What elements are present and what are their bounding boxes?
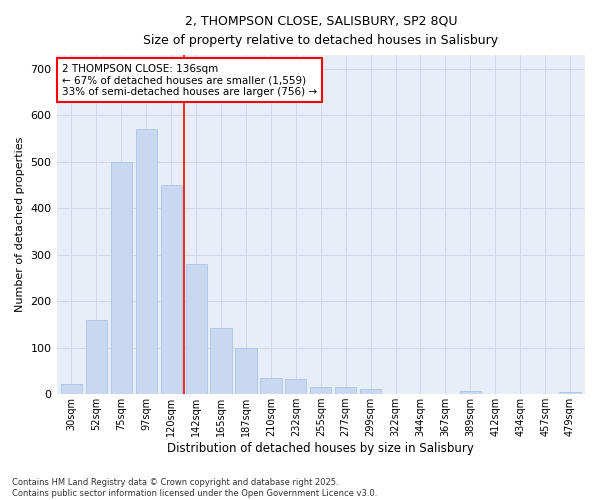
Bar xyxy=(559,392,581,394)
Text: 2 THOMPSON CLOSE: 136sqm
← 67% of detached houses are smaller (1,559)
33% of sem: 2 THOMPSON CLOSE: 136sqm ← 67% of detach… xyxy=(62,64,317,97)
Bar xyxy=(335,387,356,394)
Bar xyxy=(310,387,331,394)
Bar xyxy=(211,328,232,394)
Bar xyxy=(460,391,481,394)
Bar xyxy=(136,130,157,394)
Bar xyxy=(260,378,281,394)
Bar xyxy=(360,388,381,394)
Y-axis label: Number of detached properties: Number of detached properties xyxy=(15,137,25,312)
Bar xyxy=(285,379,307,394)
Bar xyxy=(235,348,257,394)
Bar xyxy=(86,320,107,394)
Text: Contains HM Land Registry data © Crown copyright and database right 2025.
Contai: Contains HM Land Registry data © Crown c… xyxy=(12,478,377,498)
X-axis label: Distribution of detached houses by size in Salisbury: Distribution of detached houses by size … xyxy=(167,442,474,455)
Bar xyxy=(161,185,182,394)
Bar xyxy=(185,264,207,394)
Title: 2, THOMPSON CLOSE, SALISBURY, SP2 8QU
Size of property relative to detached hous: 2, THOMPSON CLOSE, SALISBURY, SP2 8QU Si… xyxy=(143,15,499,47)
Bar xyxy=(61,384,82,394)
Bar xyxy=(111,162,132,394)
